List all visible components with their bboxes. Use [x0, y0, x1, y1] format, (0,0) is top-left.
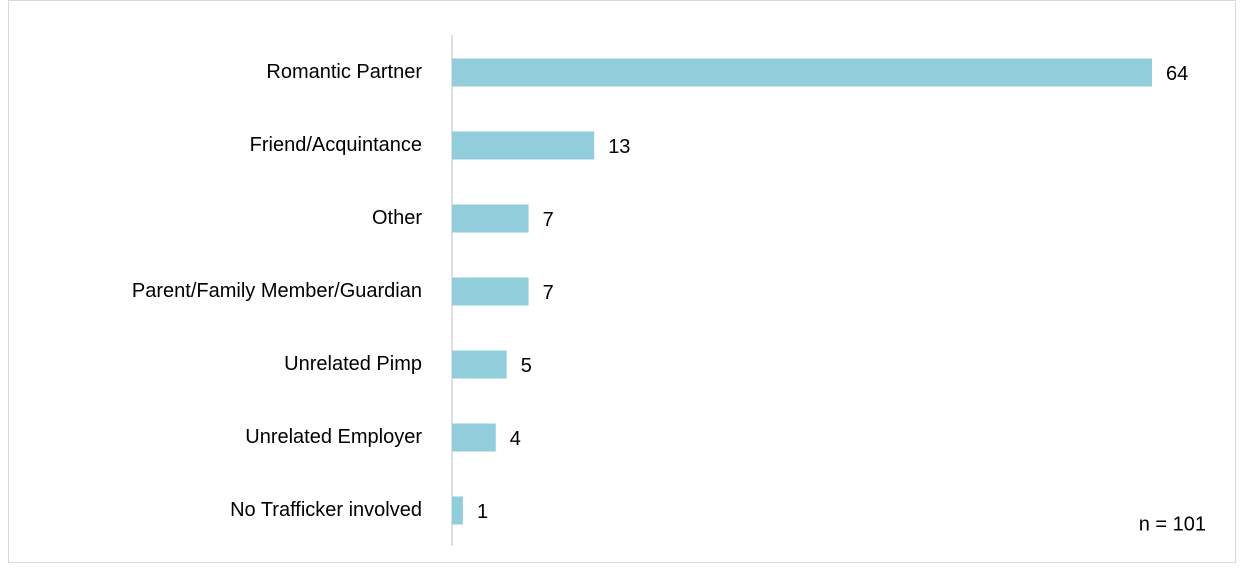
data-label: 1: [477, 501, 488, 523]
chart-border: [8, 0, 1236, 563]
bar: [452, 131, 595, 160]
data-label: 5: [521, 355, 532, 377]
category-label: Unrelated Employer: [245, 426, 422, 448]
category-label: No Trafficker involved: [230, 499, 422, 521]
bar: [452, 204, 529, 233]
data-label: 7: [543, 282, 554, 304]
category-label: Parent/Family Member/Guardian: [132, 280, 422, 302]
category-label: Unrelated Pimp: [284, 353, 422, 375]
category-label: Friend/Acquintance: [250, 134, 422, 156]
data-label: 13: [608, 136, 630, 158]
bar: [452, 423, 496, 452]
category-label: Other: [372, 207, 422, 229]
data-label: 64: [1166, 63, 1188, 85]
annotation: n = 101: [1139, 513, 1206, 535]
data-label: 4: [510, 428, 521, 450]
category-label: Romantic Partner: [266, 61, 422, 83]
bar: [452, 58, 1152, 87]
bar: [452, 277, 529, 306]
bar: [452, 350, 507, 379]
bar: [452, 496, 463, 525]
data-label: 7: [543, 209, 554, 231]
